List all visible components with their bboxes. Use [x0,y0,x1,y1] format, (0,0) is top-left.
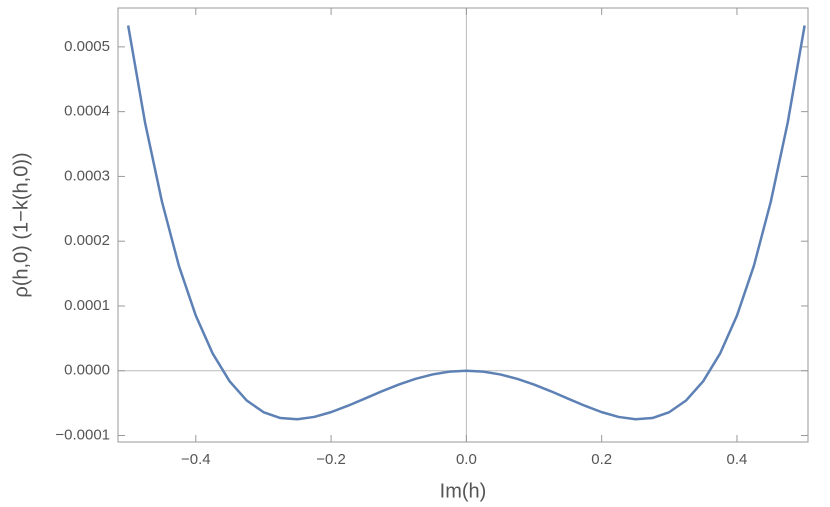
plot-frame [117,7,809,443]
x-tick-label: 0.0 [456,451,477,468]
y-tick-label: 0.0004 [64,103,110,120]
y-tick-label: 0.0005 [64,38,110,55]
x-tick-label: 0.2 [591,451,612,468]
x-tick-label: 0.4 [727,451,748,468]
y-tick-label: 0.0000 [64,362,110,379]
x-axis-title: Im(h) [440,480,487,502]
x-tick-label: −0.4 [181,451,211,468]
y-tick-label: 0.0002 [64,232,110,249]
y-tick-label: −0.0001 [55,426,110,443]
y-tick-label: 0.0001 [64,297,110,314]
data-line [126,25,806,421]
x-tick-label: −0.2 [316,451,346,468]
y-tick-label: 0.0003 [64,167,110,184]
y-axis-title: ρ(h,0) (1−k(h,0)) [10,152,32,297]
